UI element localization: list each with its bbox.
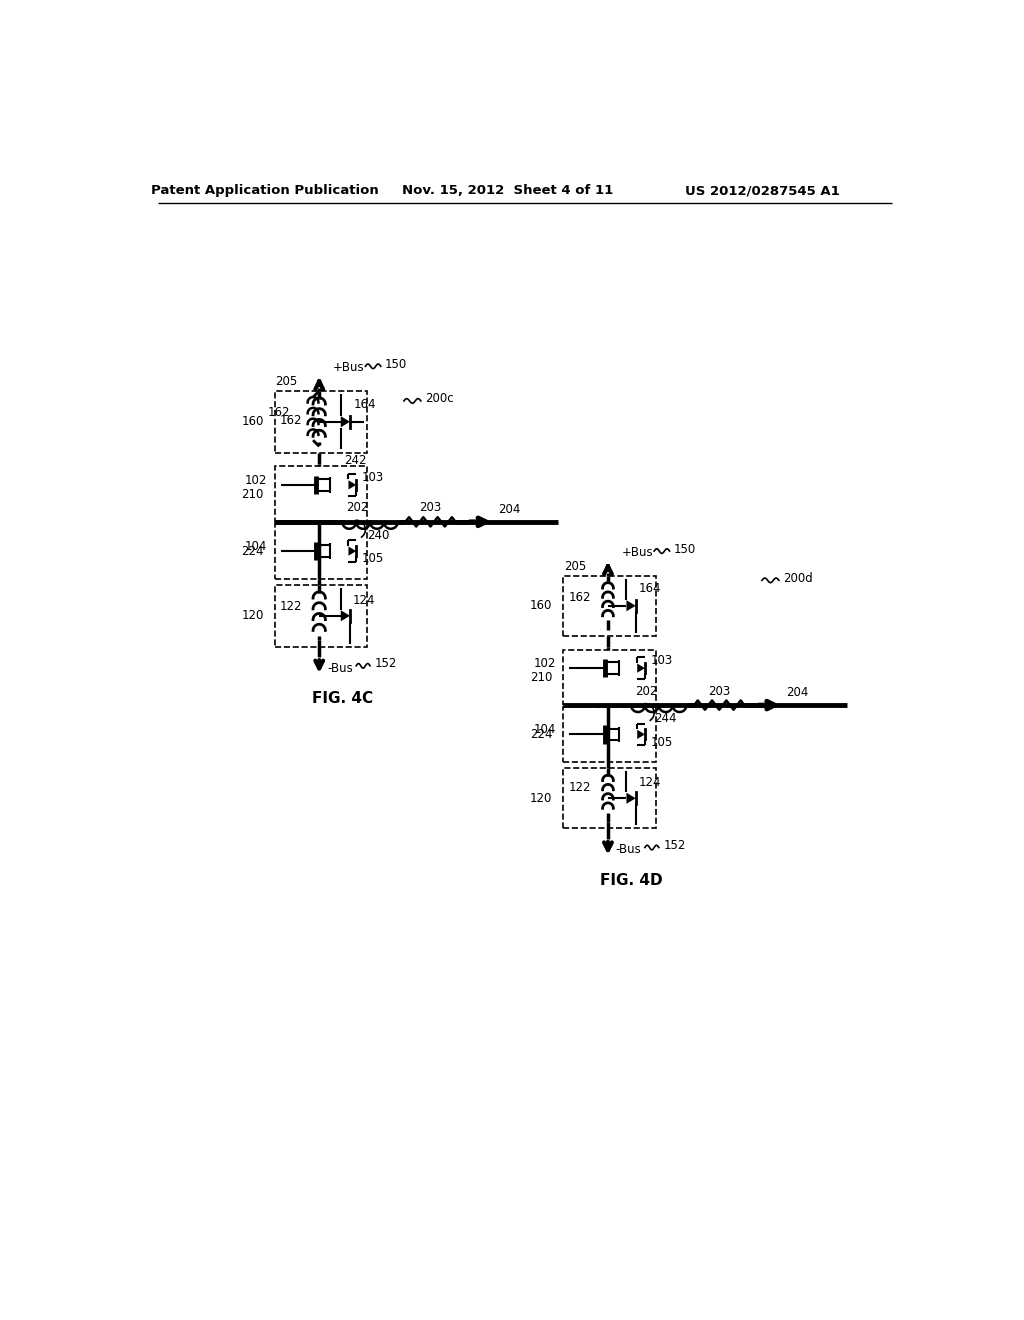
Text: Patent Application Publication: Patent Application Publication <box>152 185 379 197</box>
Polygon shape <box>341 610 350 622</box>
Text: Nov. 15, 2012  Sheet 4 of 11: Nov. 15, 2012 Sheet 4 of 11 <box>402 185 613 197</box>
Bar <box>274 391 367 453</box>
Text: 205: 205 <box>564 560 587 573</box>
Polygon shape <box>348 546 356 556</box>
Text: 203: 203 <box>708 685 730 698</box>
Text: 202: 202 <box>346 502 369 515</box>
Text: US 2012/0287545 A1: US 2012/0287545 A1 <box>685 185 840 197</box>
Text: 150: 150 <box>674 543 695 556</box>
Text: +Bus: +Bus <box>622 546 653 560</box>
Text: -Bus: -Bus <box>327 661 352 675</box>
Text: 102: 102 <box>245 474 267 487</box>
Text: 204: 204 <box>786 686 809 700</box>
Text: 203: 203 <box>419 502 441 515</box>
Polygon shape <box>637 730 645 739</box>
Text: 242: 242 <box>344 454 367 467</box>
Text: 210: 210 <box>530 671 553 684</box>
Text: FIG. 4C: FIG. 4C <box>311 692 373 706</box>
Text: 202: 202 <box>635 685 657 698</box>
Bar <box>563 768 655 829</box>
Text: 224: 224 <box>242 545 264 557</box>
Text: 104: 104 <box>245 540 267 553</box>
Text: 240: 240 <box>367 529 389 543</box>
Text: 102: 102 <box>534 657 556 671</box>
Polygon shape <box>627 793 636 804</box>
Text: 200c: 200c <box>425 392 454 405</box>
Text: FIG. 4D: FIG. 4D <box>600 873 663 888</box>
Text: 152: 152 <box>664 838 686 851</box>
Text: 120: 120 <box>242 610 264 622</box>
Polygon shape <box>627 601 636 611</box>
Polygon shape <box>637 664 645 673</box>
Bar <box>563 706 655 762</box>
Text: 162: 162 <box>568 591 591 603</box>
Text: 162: 162 <box>267 407 290 418</box>
Text: 160: 160 <box>242 416 264 428</box>
Polygon shape <box>341 416 350 428</box>
Text: 200d: 200d <box>782 572 812 585</box>
Text: 164: 164 <box>638 582 660 594</box>
Text: 103: 103 <box>362 471 384 483</box>
Bar <box>563 649 655 705</box>
Text: 105: 105 <box>362 552 384 565</box>
Text: 122: 122 <box>568 781 591 795</box>
Text: 244: 244 <box>654 713 677 726</box>
Text: 224: 224 <box>530 727 553 741</box>
Bar <box>274 466 367 521</box>
Text: 164: 164 <box>354 399 377 412</box>
Bar <box>274 524 367 579</box>
Text: -Bus: -Bus <box>615 843 641 857</box>
Text: +Bus: +Bus <box>333 362 365 375</box>
Bar <box>274 585 367 647</box>
Text: 205: 205 <box>275 375 298 388</box>
Text: 105: 105 <box>650 735 673 748</box>
Text: 160: 160 <box>530 599 553 612</box>
Text: 120: 120 <box>530 792 553 805</box>
Text: 150: 150 <box>385 358 407 371</box>
Bar <box>563 576 655 636</box>
Text: 210: 210 <box>242 487 264 500</box>
Text: 122: 122 <box>280 601 302 612</box>
Text: 124: 124 <box>638 776 660 788</box>
Text: 162: 162 <box>280 413 302 426</box>
Text: 124: 124 <box>352 594 375 607</box>
Text: 152: 152 <box>375 657 397 671</box>
Text: 103: 103 <box>650 653 673 667</box>
Text: 204: 204 <box>498 503 520 516</box>
Polygon shape <box>348 480 356 490</box>
Text: 104: 104 <box>534 723 556 737</box>
